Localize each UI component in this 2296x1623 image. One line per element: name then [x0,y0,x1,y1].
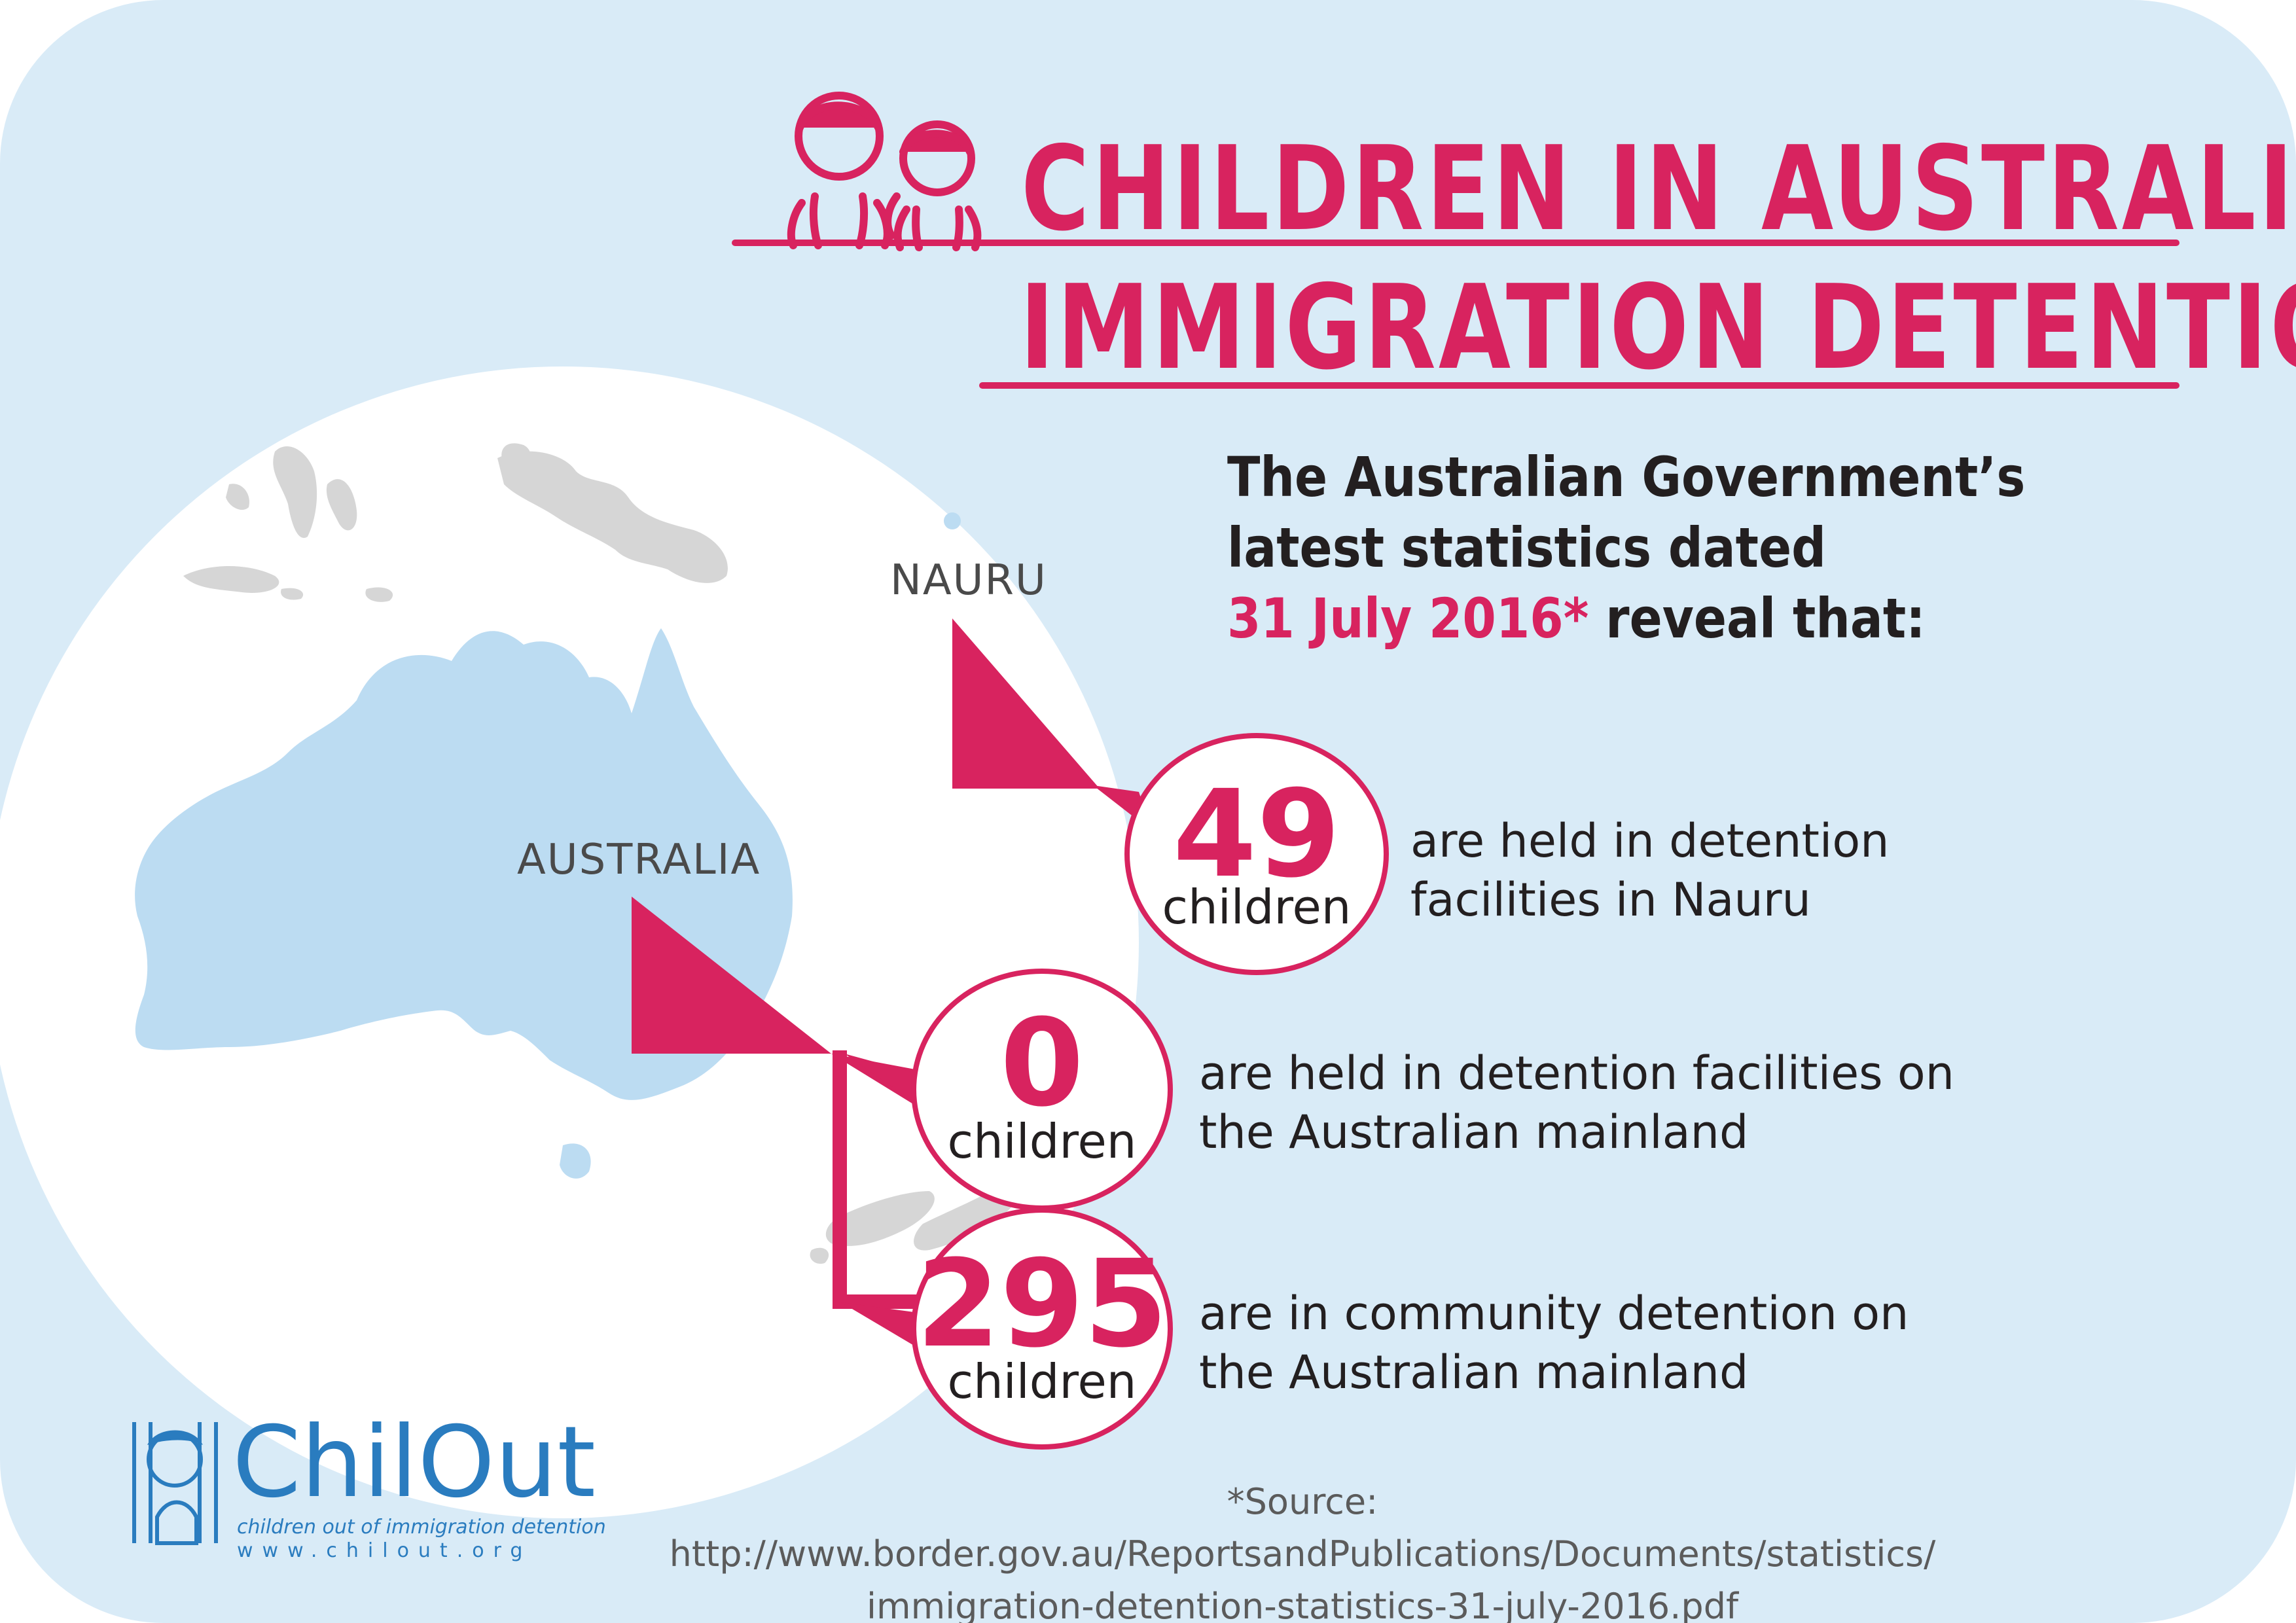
stat-desc-line: facilities in Nauru [1410,873,1811,927]
stat-desc-mainland: are held in detention facilities on the … [1199,1044,1954,1162]
intro-line-1: The Australian Government’s [1227,445,2026,509]
intro-date: 31 July 2016* [1227,586,1589,651]
children-icon [787,92,982,251]
chilout-logo-wordmark: ChilOut [232,1406,596,1520]
stat-unit: children [1162,880,1352,935]
stat-number: 295 [916,1234,1168,1374]
chilout-logo-url: www.chilout.org [237,1539,532,1562]
stat-unit: children [947,1354,1137,1409]
stat-desc-line: the Australian mainland [1199,1105,1749,1159]
title-rule-2 [979,382,2179,389]
australia-label: AUSTRALIA [517,836,761,884]
source-line-1: *Source: http://www.border.gov.au/Report… [669,1481,1936,1575]
intro-tail: reveal that: [1588,586,1926,651]
stat-desc-community: are in community detention on the Austra… [1199,1284,1909,1402]
tasmania-shape [560,1143,591,1179]
stat-number: 49 [1172,764,1341,904]
stat-circle-community: 295 children [911,1207,1173,1450]
australia-pointer [632,897,831,1054]
stat-number: 0 [999,993,1085,1133]
title-rule-1 [732,240,2179,246]
intro-line-2: latest statistics dated [1227,516,1827,580]
stat-desc-line: the Australian mainland [1199,1346,1749,1399]
stat-desc-nauru: are held in detention facilities in Naur… [1410,812,1890,929]
title-line-1: CHILDREN IN AUSTRALIAN [1021,121,2296,257]
intro-text: The Australian Government’s latest stati… [1227,442,2062,654]
chilout-logo-tagline: children out of immigration detention [237,1516,606,1539]
stat-circle-mainland: 0 children [911,969,1173,1211]
nauru-label: NAURU [890,556,1047,605]
stat-unit: children [947,1114,1137,1169]
intro-line-3: 31 July 2016* reveal that: [1227,583,2062,654]
stat-desc-line: are held in detention [1410,814,1890,868]
nauru-dot [944,512,961,529]
australia-shape [135,628,793,1100]
stat-circle-nauru: 49 children [1124,733,1389,975]
stat-desc-line: are in community detention on [1199,1287,1909,1340]
nauru-pointer [952,618,1100,789]
chilout-logo-icon [132,1422,218,1545]
title-line-2: IMMIGRATION DETENTION [1020,260,2296,395]
connectors [632,618,1152,1355]
source-note: *Source: http://www.border.gov.au/Report… [589,1476,2016,1623]
islands-north [183,443,1019,1264]
stat-desc-line: are held in detention facilities on [1199,1046,1955,1100]
source-line-2: immigration-detention-statistics-31-july… [866,1586,1739,1623]
